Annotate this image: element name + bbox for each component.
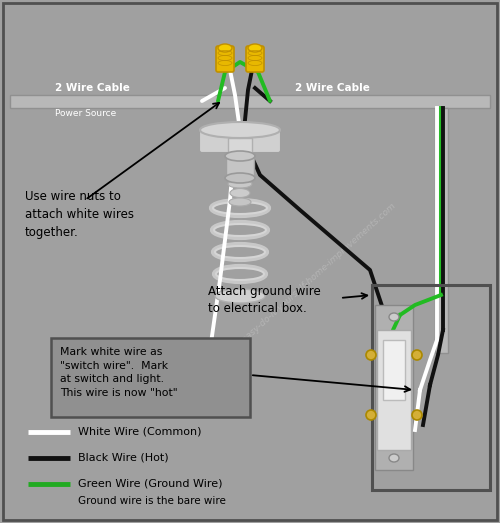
Ellipse shape (248, 44, 262, 52)
Bar (10, 95, 490, 108)
Ellipse shape (225, 151, 255, 161)
FancyBboxPatch shape (216, 46, 234, 72)
Circle shape (366, 410, 376, 420)
Ellipse shape (215, 289, 265, 303)
Circle shape (412, 410, 422, 420)
Ellipse shape (229, 198, 251, 206)
Text: Power Source: Power Source (55, 109, 116, 118)
Text: 2 Wire Cable: 2 Wire Cable (55, 83, 130, 93)
Text: Use wire nuts to
attach white wires
together.: Use wire nuts to attach white wires toge… (25, 190, 134, 239)
Ellipse shape (218, 44, 232, 52)
Bar (435, 108, 448, 353)
FancyBboxPatch shape (199, 127, 281, 153)
Ellipse shape (389, 313, 399, 321)
Ellipse shape (230, 188, 250, 198)
Text: 2 Wire Cable: 2 Wire Cable (295, 83, 370, 93)
Ellipse shape (389, 454, 399, 462)
FancyBboxPatch shape (51, 338, 250, 417)
Bar (228, 138, 252, 156)
Text: Ground wire is the bare wire: Ground wire is the bare wire (78, 496, 226, 506)
Text: www.easy-do-it-yourself-home-improvements.com: www.easy-do-it-yourself-home-improvement… (222, 200, 398, 359)
Bar (226, 156, 254, 178)
Text: White Wire (Common): White Wire (Common) (78, 427, 202, 437)
Text: Green Wire (Ground Wire): Green Wire (Ground Wire) (78, 479, 223, 489)
Bar (375, 305, 413, 470)
Text: Attach ground wire
to electrical box.: Attach ground wire to electrical box. (208, 285, 321, 315)
Ellipse shape (200, 122, 280, 138)
Bar (372, 285, 490, 490)
Ellipse shape (228, 180, 252, 188)
Ellipse shape (225, 173, 255, 183)
Text: Black Wire (Hot): Black Wire (Hot) (78, 453, 168, 463)
Bar (377, 330, 411, 450)
Circle shape (366, 350, 376, 360)
Circle shape (412, 350, 422, 360)
Text: Mark white wire as
"switch wire".  Mark
at switch and light.
This wire is now "h: Mark white wire as "switch wire". Mark a… (60, 347, 178, 398)
FancyBboxPatch shape (246, 46, 264, 72)
Bar (383, 340, 405, 400)
